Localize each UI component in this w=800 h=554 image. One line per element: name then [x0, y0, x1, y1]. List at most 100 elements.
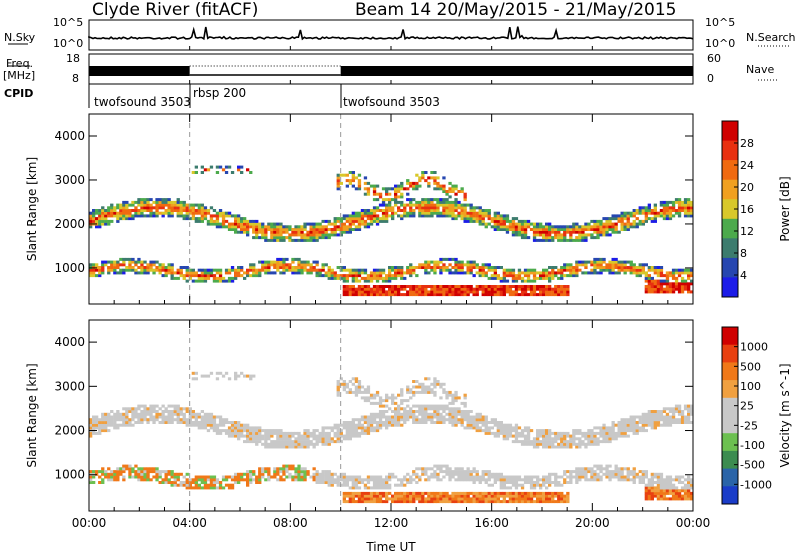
radar-cell — [508, 481, 513, 484]
radar-cell — [433, 497, 437, 501]
radar-cell — [496, 219, 500, 223]
radar-cell — [385, 219, 389, 223]
radar-cell — [442, 418, 446, 422]
radar-cell — [623, 423, 627, 427]
radar-cell — [659, 200, 664, 204]
radar-cell — [608, 217, 612, 221]
radar-cell — [92, 214, 96, 218]
radar-cell — [273, 442, 277, 446]
radar-cell — [279, 233, 283, 237]
radar-cell — [454, 470, 458, 474]
radar-cell — [659, 410, 664, 413]
radar-cell — [632, 271, 636, 275]
radar-cell — [372, 192, 377, 196]
radar-cell — [409, 214, 413, 218]
radar-cell — [463, 418, 467, 422]
radar-cell — [152, 211, 156, 215]
radar-cell — [635, 211, 639, 215]
radar-cell — [529, 483, 534, 487]
radar-cell — [542, 445, 546, 449]
radar-cell — [484, 497, 488, 501]
radar-cell — [161, 200, 165, 204]
radar-cell — [385, 481, 389, 484]
radar-cell — [469, 290, 473, 294]
radar-cell — [680, 418, 685, 422]
radar-cell — [270, 260, 274, 264]
radar-cell — [523, 287, 528, 291]
radar-cell — [366, 222, 371, 226]
radar-cell — [369, 429, 374, 433]
radar-cell — [536, 276, 540, 280]
radar-cell — [644, 276, 648, 280]
radar-cell — [98, 219, 102, 223]
radar-cell — [554, 271, 558, 275]
radar-cell — [683, 415, 688, 419]
radar-cell — [451, 401, 455, 405]
radar-cell — [451, 472, 455, 476]
radar-cell — [288, 266, 292, 269]
radar-cell — [490, 472, 494, 476]
radar-cell — [182, 274, 186, 278]
radar-cell — [475, 418, 479, 422]
radar-cell — [641, 206, 645, 210]
radar-cell — [548, 491, 552, 495]
radar-cell — [336, 481, 340, 484]
radar-cell — [360, 429, 365, 433]
radar-cell — [665, 271, 670, 275]
radar-cell — [674, 200, 679, 204]
radar-cell — [243, 276, 247, 280]
radar-cell — [532, 279, 537, 283]
radar-cell — [439, 290, 443, 294]
radar-cell — [623, 271, 627, 275]
radar-cell — [481, 287, 485, 291]
radar-cell — [460, 500, 464, 504]
radar-cell — [418, 287, 422, 291]
radar-cell — [206, 274, 211, 278]
radar-cell — [650, 483, 654, 487]
radar-cell — [366, 429, 371, 433]
radar-cell — [351, 475, 355, 479]
radar-cell — [388, 423, 392, 427]
cpid-segment-label: twofsound 3503 — [343, 95, 440, 109]
radar-cell — [339, 219, 343, 223]
radar-cell — [378, 287, 383, 291]
radar-cell — [472, 475, 476, 479]
radar-cell — [608, 472, 612, 476]
radar-cell — [542, 478, 546, 482]
radar-cell — [227, 434, 232, 438]
radar-cell — [439, 257, 443, 261]
radar-cell — [581, 431, 585, 435]
radar-cell — [569, 238, 573, 242]
radar-cell — [659, 494, 664, 498]
radar-cell — [176, 404, 180, 408]
radar-cell — [345, 478, 349, 482]
radar-cell — [143, 271, 147, 275]
radar-cell — [388, 421, 392, 424]
radar-cell — [554, 287, 558, 291]
radar-cell — [282, 470, 286, 474]
radar-cell — [532, 285, 537, 288]
radar-cell — [572, 230, 576, 234]
radar-cell — [303, 266, 307, 269]
radar-cell — [505, 475, 510, 479]
radar-cell — [372, 198, 377, 202]
radar-cell — [394, 190, 398, 193]
radar-cell — [644, 475, 648, 479]
radar-cell — [680, 276, 685, 280]
radar-cell — [665, 209, 670, 212]
radar-cell — [282, 437, 286, 441]
radar-cell — [475, 426, 479, 430]
radar-cell — [623, 421, 627, 424]
radar-cell — [276, 445, 280, 449]
radar-cell — [215, 217, 220, 221]
radar-cell — [677, 209, 682, 212]
radar-cell — [363, 388, 368, 392]
radar-cell — [209, 206, 214, 210]
radar-cell — [218, 276, 223, 280]
radar-cell — [677, 285, 682, 288]
radar-cell — [194, 421, 198, 424]
radar-cell — [179, 200, 183, 204]
radar-cell — [508, 478, 513, 482]
radar-cell — [351, 486, 355, 490]
radar-cell — [267, 429, 271, 433]
